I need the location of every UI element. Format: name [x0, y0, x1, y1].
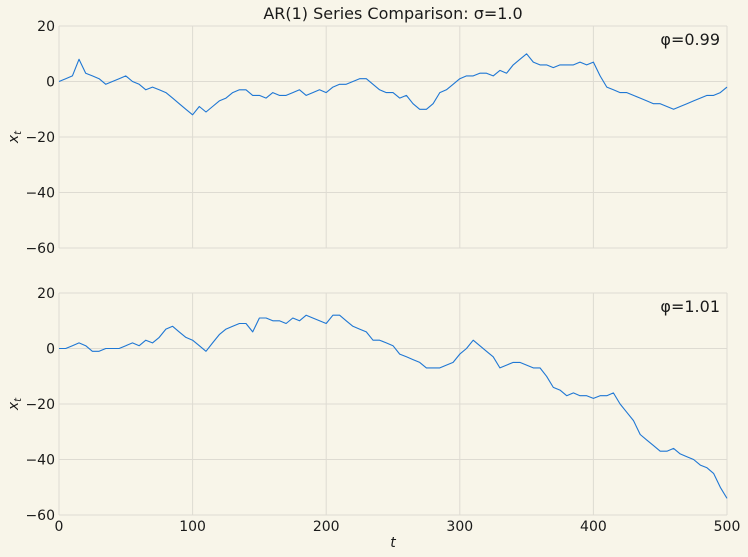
y-tick-label: −20 — [25, 397, 55, 413]
panel-annotation: φ=0.99 — [660, 30, 720, 49]
x-tick-label: 100 — [179, 519, 206, 535]
x-tick-label: 0 — [55, 519, 64, 535]
y-tick-label: 20 — [37, 286, 55, 302]
x-tick-label: 400 — [580, 519, 607, 535]
series-line — [58, 53, 728, 116]
y-tick-label: 0 — [46, 75, 55, 91]
y-tick-label: −60 — [25, 241, 55, 257]
y-tick-label: −40 — [25, 186, 55, 202]
series-line — [59, 314, 728, 499]
y-axis-label: xt — [6, 397, 24, 411]
y-tick-label: −60 — [25, 508, 55, 524]
x-tick-label: 300 — [446, 519, 473, 535]
y-tick-label: 0 — [46, 342, 55, 358]
y-tick-label: 20 — [37, 19, 55, 35]
panel-annotation: φ=1.01 — [660, 297, 720, 316]
x-tick-label: 500 — [714, 519, 741, 535]
y-tick-label: −40 — [25, 453, 55, 469]
x-axis-label: t — [390, 535, 396, 551]
y-tick-label: −20 — [25, 130, 55, 146]
y-axis-label: xt — [6, 130, 24, 144]
figure-title: AR(1) Series Comparison: σ=1.0 — [263, 4, 522, 23]
x-tick-label: 200 — [313, 519, 340, 535]
top-panel: 20 0 −20 −40 −60 xt φ=0.99 — [6, 19, 728, 257]
